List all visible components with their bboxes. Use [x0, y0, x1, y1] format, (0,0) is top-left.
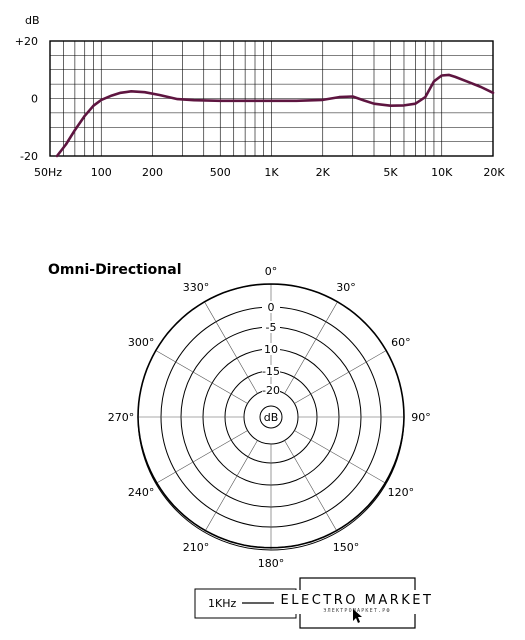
- polar-radial-ticks: 0 -5 10 -15 -20 dB: [262, 301, 280, 424]
- fr-response-line: [55, 73, 495, 158]
- polar-angle-label: 240°: [128, 486, 155, 499]
- fr-y-ticks: +20 0 -20: [15, 35, 38, 163]
- watermark-logo: ELECTRO MARKET ЭЛЕКТРОМАРКЕТ.РФ: [281, 577, 434, 629]
- polar-angle-label: 330°: [183, 281, 210, 294]
- polar-angle-label: 150°: [333, 541, 360, 554]
- polar-spokes: [138, 284, 404, 550]
- polar-title: Omni-Directional: [48, 262, 182, 278]
- polar-angle-label: 90°: [411, 411, 431, 424]
- polar-angle-label: 0°: [265, 265, 278, 278]
- polar-curve-group: [137, 283, 405, 549]
- fr-grid: [50, 41, 493, 156]
- polar-angle-label: 210°: [183, 541, 210, 554]
- polar-radial-tick-label: dB: [264, 411, 279, 424]
- polar-spoke: [204, 301, 258, 394]
- polar-radial-tick-label: 0: [268, 301, 275, 314]
- polar-spoke: [294, 430, 387, 484]
- polar-spoke: [155, 350, 248, 404]
- polar-radial-tick-label: 10: [264, 343, 278, 356]
- fr-plot-border: [49, 40, 494, 157]
- watermark-brand-text: ELECTRO MARKET: [281, 593, 434, 608]
- polar-radial-tick-bg: [262, 365, 280, 377]
- fr-x-tick-label: 200: [142, 166, 163, 179]
- fr-x-tick-label: 1K: [264, 166, 279, 179]
- polar-radial-tick-bg: [262, 321, 280, 333]
- legend-label: 1KHz: [208, 597, 236, 610]
- polar-radial-tick-bg: [262, 384, 280, 396]
- polar-spoke: [204, 440, 258, 533]
- polar-spoke: [294, 350, 387, 404]
- polar-radial-tick-label: -20: [262, 384, 280, 397]
- polar-radial-tick-bg: [262, 301, 280, 313]
- fr-curve-group: [55, 73, 495, 158]
- polar-spoke: [155, 430, 248, 484]
- fr-x-tick-label: 100: [91, 166, 112, 179]
- polar-radial-tick-label: -5: [266, 321, 277, 334]
- watermark-frame-mask: [282, 590, 434, 614]
- fr-y-tick-label: 0: [31, 93, 38, 106]
- fr-x-tick-label: 2K: [316, 166, 331, 179]
- fr-x-ticks: 50Hz 100 200 500 1K 2K 5K 10K 20K: [34, 166, 505, 179]
- polar-spoke: [284, 440, 338, 533]
- fr-x-tick-label: 50Hz: [34, 166, 62, 179]
- y-axis-unit-label: dB: [25, 14, 40, 27]
- polar-angle-labels: 0° 30° 60° 90° 120° 150° 180° 210° 240° 270° 300° 3…: [108, 265, 431, 570]
- polar-spoke: [284, 301, 338, 394]
- fr-frame: [49, 40, 494, 157]
- fr-x-tick-label: 10K: [431, 166, 453, 179]
- fr-x-tick-label: 5K: [383, 166, 398, 179]
- polar-angle-label: 60°: [391, 336, 411, 349]
- polar-radial-tick-bg: [262, 343, 280, 355]
- fr-y-tick-label: -20: [20, 150, 38, 163]
- polar-angle-label: 30°: [336, 281, 356, 294]
- polar-angle-label: 180°: [258, 557, 285, 570]
- polar-radial-tick-label: -15: [262, 365, 280, 378]
- fr-x-tick-label: 500: [210, 166, 231, 179]
- polar-angle-label: 270°: [108, 411, 135, 424]
- cursor-icon: [353, 609, 362, 623]
- polar-pattern-line: [137, 283, 405, 549]
- fr-x-tick-label: 20K: [483, 166, 505, 179]
- watermark-sub-text: ЭЛЕКТРОМАРКЕТ.РФ: [323, 608, 390, 614]
- polar-angle-label: 300°: [128, 336, 155, 349]
- frequency-response-chart: dB +20 0 -20 50Hz 100 200 500 1K 2K 5K 10K 20K: [15, 14, 506, 179]
- polar-center-ring: [259, 405, 283, 429]
- fr-y-tick-label: +20: [15, 35, 38, 48]
- polar-angle-label: 120°: [388, 486, 415, 499]
